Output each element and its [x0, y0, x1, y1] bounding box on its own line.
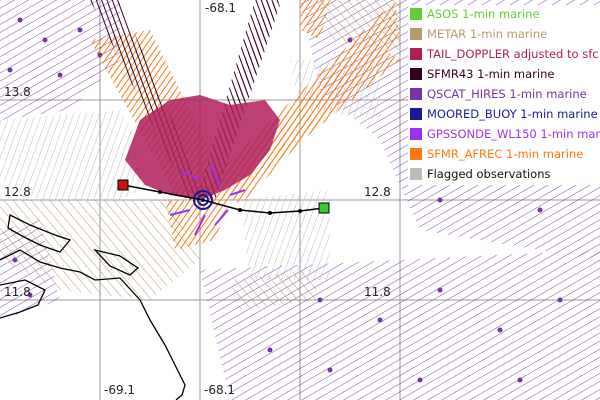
tail-doppler-observations [125, 95, 280, 200]
legend-label: METAR 1-min marine [427, 27, 548, 41]
legend-label: Flagged observations [427, 167, 551, 181]
storm-center [193, 190, 213, 210]
legend-swatch [410, 8, 422, 20]
lon-label-bottom-2: -68.1 [204, 383, 235, 397]
island-outline [7, 214, 72, 253]
legend-label: TAIL_DOPPLER adjusted to sfc [427, 47, 599, 61]
lat-label-right-2: 11.8 [364, 285, 391, 299]
legend-label: ASOS 1-min marine [427, 7, 540, 21]
legend-label: MOORED_BUOY 1-min marine [427, 107, 598, 121]
legend-swatch [410, 88, 422, 100]
lat-label-left-1: 13.8 [4, 85, 31, 99]
track-end-marker [318, 202, 330, 214]
legend: ASOS 1-min marine METAR 1-min marine TAIL_… [408, 5, 600, 185]
lat-label-right-1: 12.8 [364, 185, 391, 199]
lon-label-top: -68.1 [205, 1, 236, 15]
legend-swatch [410, 168, 422, 180]
lon-label-bottom-1: -69.1 [104, 383, 135, 397]
legend-label: QSCAT_HIRES 1-min marine [427, 87, 587, 101]
legend-label: SFMR43 1-min marine [427, 67, 555, 81]
track-start-marker [117, 179, 129, 191]
coastline [0, 249, 186, 400]
island-outline-2 [93, 248, 140, 276]
legend-swatch [410, 128, 422, 140]
legend-swatch [410, 108, 422, 120]
gpssonde-observations [169, 164, 246, 236]
legend-label: SFMR_AFREC 1-min marine [427, 147, 584, 161]
legend-swatch [410, 48, 422, 60]
coastline-south [0, 279, 46, 319]
legend-label: GPSSONDE_WL150 1-min marine [427, 127, 600, 141]
lat-label-left-2: 12.8 [4, 185, 31, 199]
lat-label-left-3: 11.8 [4, 285, 31, 299]
legend-swatch [410, 68, 422, 80]
legend-swatch [410, 28, 422, 40]
legend-swatch [410, 148, 422, 160]
track-points [158, 190, 302, 215]
